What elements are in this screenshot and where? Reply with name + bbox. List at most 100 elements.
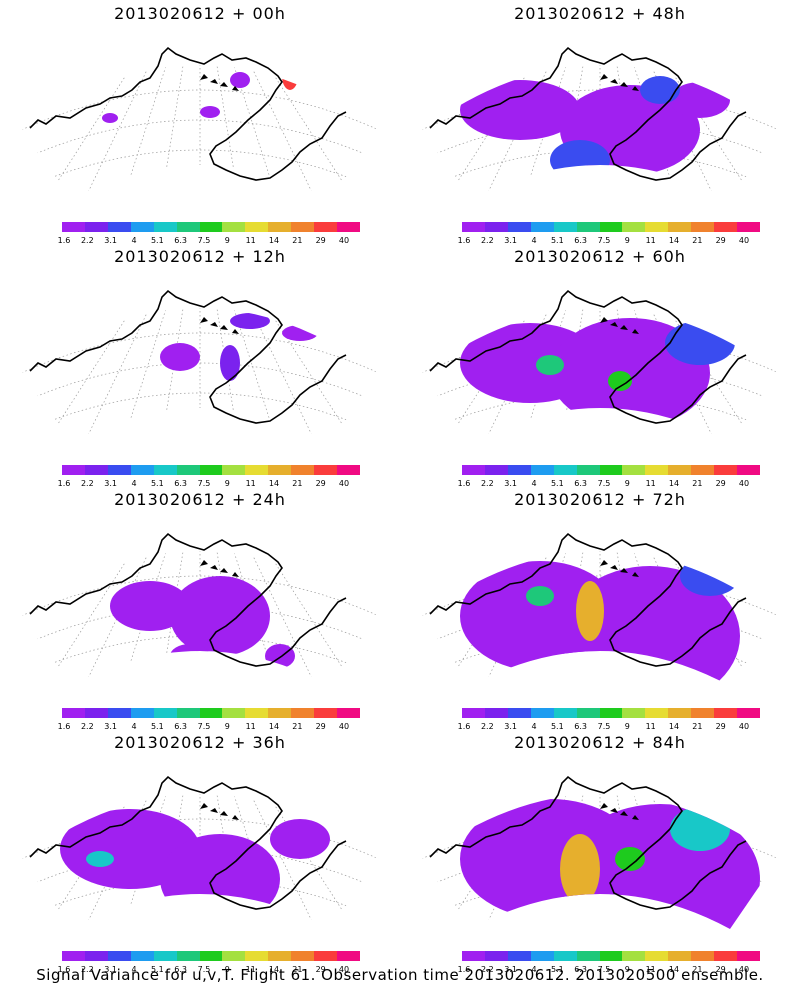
variance-contour [640, 76, 680, 104]
colorbar-swatch [668, 222, 692, 232]
arctic-islands [600, 803, 639, 820]
variance-contour [526, 586, 554, 606]
colorbar-tick-label: 1.6 [457, 479, 471, 488]
colorbar-swatch [314, 708, 338, 718]
colorbar-swatch [530, 951, 554, 961]
colorbar-tick-label: 11 [245, 722, 256, 731]
colorbar-swatch [62, 951, 85, 961]
colorbar-swatch [462, 708, 485, 718]
variance-contour [608, 371, 632, 391]
variance-contour [665, 321, 735, 365]
colorbar-tick-label: 4 [531, 965, 537, 974]
panel-title: 2013020612 + 24h [114, 490, 286, 509]
colorbar-tick-label: 6.3 [574, 479, 588, 488]
panel-title: 2013020612 + 00h [114, 4, 286, 23]
colorbar-swatch [576, 222, 600, 232]
colorbar-swatch [62, 708, 85, 718]
colorbar-tick-label: 14 [268, 965, 280, 974]
colorbar-tick-label: 9 [224, 479, 230, 488]
colorbar-ticks: 1.6 2.2 3.1 4 5.1 6.3 7.5 9 11 14 21 29 40 [452, 479, 772, 489]
colorbar-swatch [314, 465, 338, 475]
arctic-islands [200, 74, 239, 91]
polar-map [22, 46, 378, 200]
colorbar-tick-label: 11 [245, 236, 256, 245]
coastline [29, 775, 347, 910]
coastline [429, 775, 747, 910]
variance-contour [230, 313, 270, 329]
colorbar-tick-label: 14 [668, 722, 680, 731]
colorbar-ticks: 1.6 2.2 3.1 4 5.1 6.3 7.5 9 11 14 21 29 40 [52, 236, 372, 246]
variance-contour [170, 576, 270, 656]
colorbar-swatch [691, 465, 715, 475]
panel-title: 2013020612 + 72h [514, 490, 686, 509]
colorbar-swatch [291, 222, 315, 232]
colorbar-tick-label: 11 [645, 236, 656, 245]
colorbar-tick-label: 7.5 [597, 722, 611, 731]
colorbar-swatch [599, 708, 623, 718]
colorbar [62, 465, 360, 475]
colorbar-swatch [337, 951, 360, 961]
colorbar-swatch [668, 465, 692, 475]
colorbar-ticks: 1.6 2.2 3.1 4 5.1 6.3 7.5 9 11 14 21 29 40 [52, 965, 372, 975]
colorbar-tick-label: 29 [315, 236, 326, 245]
colorbar-tick-label: 40 [338, 236, 350, 245]
colorbar-swatch [153, 951, 177, 961]
colorbar-tick-label: 9 [224, 965, 230, 974]
colorbar-tick-label: 9 [624, 965, 630, 974]
colorbar-ticks: 1.6 2.2 3.1 4 5.1 6.3 7.5 9 11 14 21 29 40 [52, 722, 372, 732]
polar-map [22, 775, 378, 929]
colorbar-swatch [107, 465, 131, 475]
colorbar-tick-label: 14 [668, 965, 680, 974]
colorbar-swatch [337, 465, 360, 475]
colorbar-swatch [645, 465, 669, 475]
variance-contour [576, 581, 604, 641]
colorbar-ticks: 1.6 2.2 3.1 4 5.1 6.3 7.5 9 11 14 21 29 40 [452, 236, 772, 246]
variance-contour [615, 847, 645, 871]
colorbar-swatch [530, 465, 554, 475]
colorbar-swatch [737, 222, 760, 232]
figure-caption: Signal Variance for u,v,T. Flight 61. Ob… [36, 966, 764, 984]
colorbar [462, 465, 760, 475]
colorbar-swatch [737, 708, 760, 718]
colorbar-tick-label: 1.6 [57, 722, 71, 731]
polar-map [422, 532, 778, 686]
colorbar-swatch [222, 708, 246, 718]
colorbar-swatch [622, 951, 646, 961]
colorbar-tick-label: 7.5 [197, 479, 211, 488]
colorbar-swatch [199, 708, 223, 718]
colorbar-swatch [130, 222, 154, 232]
variance-contour [110, 581, 190, 631]
variance-contour [102, 113, 118, 123]
colorbar-tick-label: 9 [624, 479, 630, 488]
colorbar-tick-label: 11 [645, 722, 656, 731]
variance-contour [536, 355, 564, 375]
colorbar-swatch [645, 708, 669, 718]
graticule [22, 65, 378, 200]
colorbar-tick-label: 29 [315, 479, 326, 488]
colorbar-tick-label: 5.1 [550, 479, 564, 488]
colorbar [462, 708, 760, 718]
colorbar-tick-label: 11 [245, 965, 256, 974]
colorbar-tick-label: 7.5 [597, 236, 611, 245]
colorbar-tick-label: 2.2 [480, 722, 494, 731]
variance-contour [460, 80, 580, 140]
colorbar-tick-label: 4 [131, 722, 137, 731]
colorbar-swatch [714, 708, 738, 718]
colorbar-tick-label: 1.6 [57, 965, 71, 974]
colorbar-swatch [62, 222, 85, 232]
colorbar-swatch [176, 465, 200, 475]
coastline [429, 532, 747, 667]
colorbar-swatch [153, 708, 177, 718]
colorbar-swatch [130, 465, 154, 475]
variance-contour [170, 644, 210, 668]
coastline [29, 46, 347, 181]
map-panel: 2013020612 + 60h 1.6 2.2 3.1 4 5.1 6.3 7.5 9 11 14… [400, 243, 800, 488]
colorbar-swatch [645, 951, 669, 961]
colorbar-tick-label: 29 [715, 236, 726, 245]
colorbar-tick-label: 29 [715, 722, 726, 731]
colorbar-tick-label: 40 [738, 722, 750, 731]
colorbar-tick-label: 4 [131, 479, 137, 488]
arctic-islands [200, 803, 239, 820]
colorbar-tick-label: 6.3 [174, 236, 188, 245]
colorbar-tick-label: 14 [268, 722, 280, 731]
